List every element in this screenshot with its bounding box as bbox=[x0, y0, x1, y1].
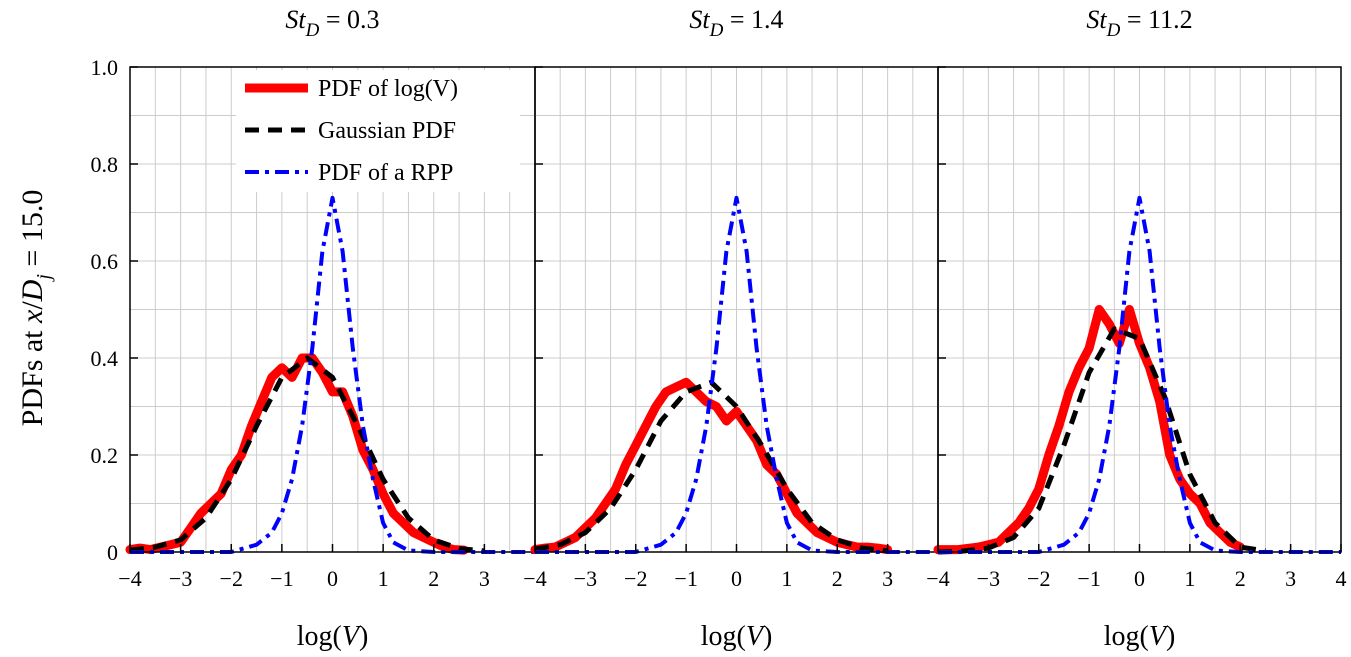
x-axis-label: log(V) bbox=[701, 621, 773, 652]
y-tick-label: 0.8 bbox=[91, 152, 119, 177]
x-tick-label: −3 bbox=[977, 566, 1000, 591]
gaussian-series-line bbox=[937, 326, 1266, 555]
legend-label: Gaussian PDF bbox=[318, 118, 456, 144]
panel-title: StD = 0.3 bbox=[285, 5, 379, 41]
x-axis-label: log(V) bbox=[297, 621, 369, 652]
legend-item-gaussian: Gaussian PDF bbox=[245, 118, 456, 144]
x-tick-label: −3 bbox=[574, 566, 597, 591]
x-tick-label: 2 bbox=[1235, 566, 1246, 591]
x-tick-label: 2 bbox=[428, 566, 439, 591]
series-layer bbox=[933, 195, 1341, 555]
x-tick-label: −1 bbox=[270, 566, 293, 591]
x-tick-label: 1 bbox=[781, 566, 792, 591]
y-tick-label: 0.6 bbox=[91, 249, 119, 274]
grid bbox=[938, 66, 1341, 552]
x-tick-label: −3 bbox=[169, 566, 192, 591]
x-tick-label: −4 bbox=[523, 566, 546, 591]
x-tick-label: −4 bbox=[926, 566, 949, 591]
series-layer bbox=[125, 195, 535, 555]
x-tick-label: −1 bbox=[674, 566, 697, 591]
gaussian-series-line bbox=[129, 355, 485, 554]
grid bbox=[535, 66, 938, 552]
y-axis-label: PDFs at x/Dj = 15.0 bbox=[16, 190, 55, 427]
ticks: −4 −3 −2 −1 0 1 2 3 bbox=[118, 66, 490, 591]
pdf-series-line bbox=[933, 305, 1245, 555]
ticks: −4 −3 −2 −1 0 1 2 3 bbox=[523, 66, 893, 591]
panel-std-11-2: −4 −3 −2 −1 0 1 2 3 4 StD = 11.2 log(V) bbox=[926, 5, 1346, 652]
rpp-series-line bbox=[535, 195, 938, 554]
x-tick-label: 1 bbox=[1184, 566, 1195, 591]
x-tick-label: −4 bbox=[118, 566, 141, 591]
rpp-series-line bbox=[938, 195, 1341, 554]
x-tick-label: 1 bbox=[378, 566, 389, 591]
legend-item-rpp: PDF of a RPP bbox=[245, 160, 453, 186]
y-tick-label: 1.0 bbox=[91, 55, 119, 80]
x-tick-label: 3 bbox=[882, 566, 893, 591]
series-layer bbox=[530, 195, 938, 555]
legend: PDF of log(V) Gaussian PDF PDF of a RPP bbox=[236, 70, 520, 192]
x-tick-label: 3 bbox=[479, 566, 490, 591]
x-tick-label: 2 bbox=[832, 566, 843, 591]
legend-label: PDF of a RPP bbox=[318, 160, 453, 186]
y-tick-label: 0.4 bbox=[91, 346, 119, 371]
x-tick-label: 0 bbox=[731, 566, 742, 591]
rpp-series-line bbox=[130, 195, 535, 554]
x-tick-label: −2 bbox=[220, 566, 243, 591]
x-tick-label: −1 bbox=[1077, 566, 1100, 591]
x-tick-label: 4 bbox=[1336, 566, 1347, 591]
x-tick-label: 0 bbox=[1134, 566, 1145, 591]
panel-title: StD = 11.2 bbox=[1086, 5, 1192, 41]
x-tick-label: −2 bbox=[1027, 566, 1050, 591]
y-tick-label: 0.2 bbox=[91, 443, 119, 468]
y-tick-labels: 0 0.2 0.4 0.6 0.8 1.0 bbox=[91, 55, 119, 565]
x-axis-label: log(V) bbox=[1104, 621, 1176, 652]
x-tick-label: −2 bbox=[624, 566, 647, 591]
ticks: −4 −3 −2 −1 0 1 2 3 4 bbox=[926, 66, 1347, 591]
panel-frame bbox=[937, 66, 1342, 553]
legend-label: PDF of log(V) bbox=[318, 76, 458, 102]
legend-item-pdf: PDF of log(V) bbox=[245, 76, 458, 102]
panel-std-1-4: −4 −3 −2 −1 0 1 2 3 StD = 1.4 log(V) bbox=[523, 5, 939, 652]
x-tick-label: 0 bbox=[327, 566, 338, 591]
pdf-series-line bbox=[530, 377, 893, 555]
x-tick-label: 3 bbox=[1285, 566, 1296, 591]
y-tick-label: 0 bbox=[107, 540, 118, 565]
panel-title: StD = 1.4 bbox=[689, 5, 783, 41]
